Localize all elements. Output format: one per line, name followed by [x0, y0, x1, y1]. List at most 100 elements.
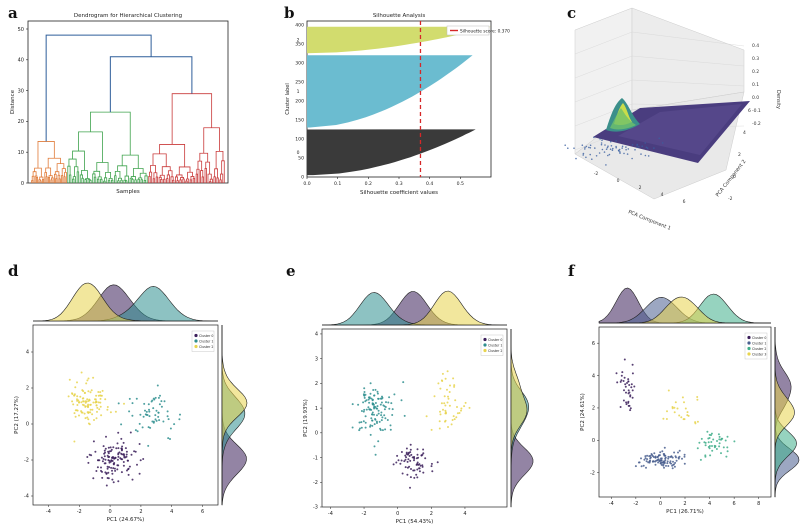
- data-point-cluster-2: [68, 378, 71, 381]
- data-point-cluster-1: [646, 458, 649, 461]
- data-point-cluster-0: [631, 396, 634, 399]
- x-tick-label: -4: [46, 509, 51, 515]
- data-point-cluster-0: [399, 462, 402, 465]
- x-tick-label: 6: [733, 501, 736, 507]
- data-point-cluster-0: [88, 453, 91, 456]
- data-point-cluster-2: [78, 401, 81, 403]
- y-tick-label: -2: [24, 458, 29, 464]
- data-point-cluster-0: [115, 447, 118, 450]
- x-tick-label: 4: [661, 192, 664, 198]
- data-point-cluster-2: [80, 401, 83, 404]
- data-point-cluster-1: [374, 388, 377, 391]
- data-point-cluster-2: [80, 410, 83, 413]
- data-point-cluster-1: [380, 419, 383, 422]
- data-point-cluster-0: [106, 454, 109, 457]
- marginal-kde-x: [33, 282, 218, 322]
- data-point-cluster-0: [110, 448, 113, 451]
- data-point-cluster-1: [669, 460, 672, 463]
- data-point-cluster-0: [122, 441, 125, 444]
- data-point-cluster-0: [628, 391, 631, 394]
- data-point-cluster-2: [96, 406, 99, 409]
- data-point-cluster-1: [666, 462, 669, 465]
- data-point-cluster-1: [644, 457, 647, 460]
- data-point-cluster-1: [156, 384, 159, 387]
- data-point-cluster-1: [383, 414, 386, 417]
- data-point-cluster-1: [379, 403, 382, 406]
- data-point-cluster-1: [362, 420, 365, 423]
- data-point-cluster-2: [95, 394, 98, 397]
- data-point-cluster-1: [667, 465, 670, 467]
- data-point-cluster-0: [619, 380, 622, 383]
- z-tick-label: 0.4: [752, 43, 759, 49]
- data-point-cluster-0: [421, 465, 424, 468]
- dendrogram-link: [54, 171, 60, 176]
- data-point-cluster-1: [159, 394, 161, 397]
- data-point-cluster-2: [92, 376, 95, 379]
- y-tick-label: 6: [592, 341, 595, 347]
- data-point: [573, 147, 575, 149]
- data-point-cluster-2: [704, 444, 707, 447]
- data-point-cluster-0: [627, 400, 630, 403]
- data-point-cluster-2: [73, 394, 76, 397]
- data-point-cluster-0: [422, 448, 425, 451]
- dendrogram-link: [138, 177, 143, 180]
- panel-f-scatter: -4 -2 0 2 4 6 8 -2 0 2 4 6 PC1 (26.71%) PC2 (24.61%) C…: [580, 287, 800, 515]
- data-point-cluster-0: [123, 456, 126, 459]
- data-point-cluster-1: [661, 450, 664, 453]
- data-point-cluster-3: [683, 401, 685, 404]
- data-point-cluster-0: [421, 453, 424, 456]
- data-point: [593, 136, 595, 139]
- data-point-cluster-0: [120, 449, 123, 452]
- data-point-cluster-1: [145, 413, 148, 416]
- data-point-cluster-1: [371, 419, 374, 422]
- data-point-cluster-0: [128, 465, 131, 468]
- data-point-cluster-0: [106, 465, 109, 468]
- data-point-cluster-0: [133, 450, 136, 453]
- data-point-cluster-0: [108, 455, 111, 458]
- data-point-cluster-3: [678, 414, 681, 417]
- data-point-cluster-1: [373, 394, 376, 397]
- x-tick-label: -2: [594, 171, 599, 177]
- x-tick-label: 6: [683, 199, 686, 205]
- data-point-cluster-2: [71, 400, 74, 403]
- data-point-cluster-2: [452, 377, 455, 380]
- data-point-cluster-1: [363, 408, 366, 411]
- data-point-cluster-2: [446, 388, 448, 391]
- data-point-cluster-0: [615, 372, 618, 375]
- data-point: [631, 144, 634, 146]
- legend-box: [446, 25, 490, 36]
- x-tick-label: 4: [463, 511, 466, 517]
- data-point-cluster-0: [415, 473, 418, 476]
- data-point-cluster-2: [95, 417, 98, 420]
- data-point-cluster-1: [667, 455, 670, 458]
- data-point-cluster-2: [438, 427, 441, 430]
- data-point: [589, 144, 592, 147]
- data-point-cluster-2: [88, 423, 91, 426]
- data-point-cluster-1: [151, 420, 154, 423]
- data-point-cluster-0: [622, 399, 625, 402]
- data-point-cluster-1: [373, 445, 376, 448]
- data-point-cluster-2: [91, 413, 94, 416]
- data-point-cluster-1: [376, 405, 379, 408]
- data-point-cluster-2: [453, 385, 456, 388]
- data-point-cluster-0: [416, 476, 419, 479]
- data-point-cluster-1: [358, 429, 361, 432]
- data-point-cluster-1: [675, 459, 678, 462]
- data-point-cluster-1: [383, 408, 386, 411]
- data-point-cluster-1: [148, 415, 151, 418]
- data-point-cluster-0: [114, 469, 117, 472]
- data-point-cluster-1: [163, 400, 166, 403]
- x-tick-label: 0.3: [395, 181, 402, 187]
- dendrogram-link: [139, 172, 147, 178]
- data-point-cluster-1: [371, 399, 374, 402]
- data-point-cluster-1: [374, 418, 377, 420]
- data-point-cluster-2: [92, 401, 95, 404]
- data-point-cluster-1: [654, 460, 657, 463]
- data-point-cluster-0: [412, 469, 415, 472]
- data-point: [609, 148, 612, 150]
- dendrogram-link: [176, 180, 179, 183]
- x-axis-label: PC1 (26.71%): [666, 509, 704, 515]
- data-point-cluster-0: [116, 464, 119, 467]
- data-point-cluster-0: [418, 467, 421, 470]
- legend-label: Cluster 2: [199, 345, 213, 349]
